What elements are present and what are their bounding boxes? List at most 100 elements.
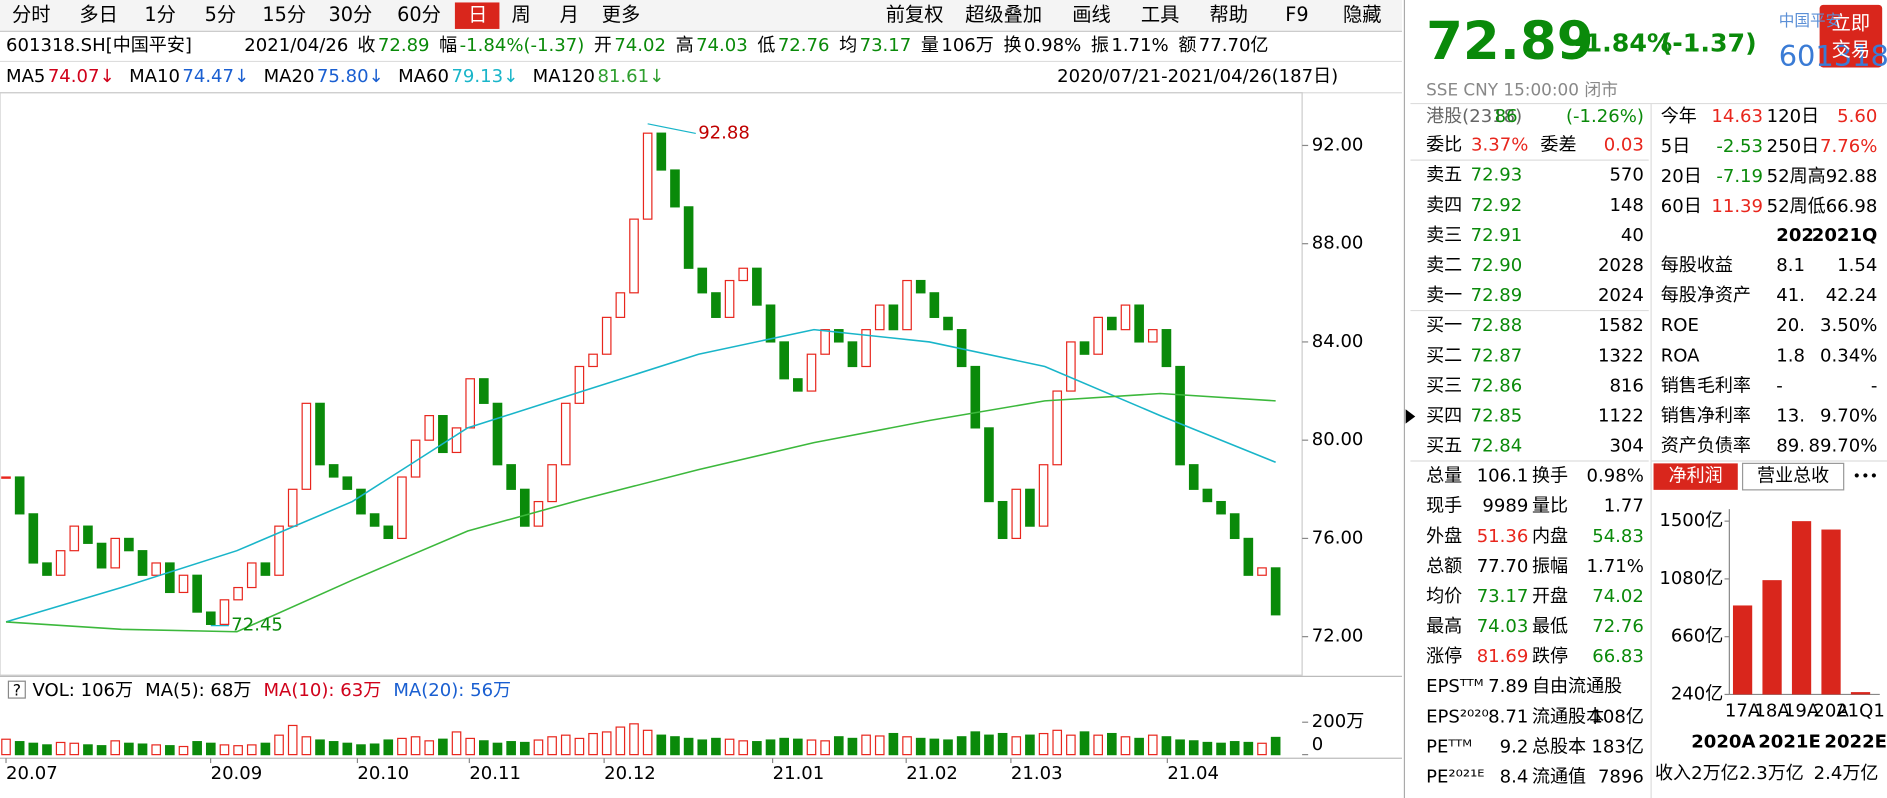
help-icon[interactable]: ? [13,680,21,699]
field-label: 流通股本 [1532,706,1604,727]
book-price: 72.89 [1471,285,1523,306]
more-button[interactable]: ••• [1853,469,1879,485]
volume-header: MA(20): 56万 [393,680,511,701]
period-tab[interactable]: 月 [560,3,579,26]
candle [752,267,762,306]
period-tab[interactable]: 周 [511,3,530,26]
tool-button[interactable]: 超级叠加 [965,3,1042,26]
candle [1270,567,1281,616]
candle [274,525,284,576]
help-box[interactable] [7,680,26,699]
field-value: 1.71% [1111,35,1168,56]
candle [861,329,871,368]
chart-tab[interactable]: 净利润 [1669,466,1723,487]
trade-button-text[interactable]: 立即 [1832,12,1871,35]
fin-value: 1.54 [1837,255,1877,276]
candle [69,525,80,552]
volume-bar [997,732,1008,756]
field-label: 低 [757,35,775,56]
candle [315,402,325,466]
date: 2021/04/26 [244,35,348,56]
candle [697,267,708,294]
book-price: 72.84 [1471,436,1523,457]
field-label: PEᵀᵀᴹ [1426,736,1472,757]
candle [260,562,271,576]
candle [479,378,489,404]
field-label: 流通值 [1532,766,1586,787]
volume-bar [779,737,789,756]
volume-bar [874,735,885,756]
trade-button-text[interactable]: 交易 [1832,38,1871,61]
price-frame [0,92,1303,676]
period-tab[interactable]: 日 [468,3,487,26]
tool-button[interactable]: F9 [1285,3,1308,26]
tool-button[interactable]: 前复权 [886,3,944,26]
candle [833,329,844,343]
volume-bar [683,737,694,756]
volume-bar [738,740,749,756]
fin-value: - [1776,375,1783,396]
period-tab[interactable]: 15分 [262,3,306,26]
period-tab[interactable]: 1分 [144,3,176,26]
period-tab[interactable]: 分时 [12,3,51,26]
candle [1120,304,1131,331]
field-label: 换 [1003,35,1021,56]
field-value: 74.02 [614,35,666,56]
tool-button[interactable]: 隐藏 [1343,3,1382,26]
volume-bar [806,739,817,756]
volume-bar [356,744,366,756]
book-side: 卖四 [1426,195,1462,216]
period-tab[interactable]: 更多 [602,3,641,26]
collapse-arrow[interactable] [1405,409,1416,424]
field-label: 换手 [1532,466,1568,487]
period-tab[interactable]: 30分 [329,3,373,26]
candle [1202,488,1213,503]
candle [246,562,257,589]
field-label: 现手 [1426,496,1462,517]
field-value: 74.02 [1592,586,1644,607]
tool-button[interactable]: 画线 [1072,3,1111,26]
field-value: 9989 [1482,496,1528,517]
candle [492,402,503,466]
tool-button[interactable]: 工具 [1141,3,1180,26]
ma-line [5,392,1276,633]
field-label: 均价 [1426,586,1462,607]
candle [943,316,953,331]
field-value: 77.70亿 [1199,35,1269,56]
volume-bar [915,737,926,756]
bar [1762,580,1782,695]
period-tab[interactable]: 多日 [79,3,117,26]
candle [233,586,243,601]
volume-bar [260,742,271,756]
volume-bar [410,736,421,756]
y-tick-label: 72.00 [1312,626,1364,647]
hk-label: 港股(2318) [1426,106,1522,127]
candle [1052,390,1063,466]
field-label: 自由流通股 [1532,676,1622,697]
candle [1161,329,1172,368]
period-tab[interactable]: 60分 [397,3,441,26]
candle [328,464,339,478]
volume-bar [519,741,530,756]
period-tab[interactable]: 5分 [205,3,237,26]
x-tick-label: 18A [1754,700,1790,721]
volume-bar [287,724,298,756]
volume-bar [1038,732,1049,756]
book-price: 72.90 [1471,255,1523,276]
forecast-year: 2020A [1691,732,1755,753]
field-label: 高 [676,35,694,56]
field-value: 7896 [1598,766,1644,787]
candle [1229,513,1240,540]
trade-button[interactable] [1819,4,1883,68]
candle [929,292,940,318]
chart-tab[interactable]: 营业总收 [1757,466,1829,487]
candle [124,537,134,552]
fin-header: 2021Q [1812,225,1878,246]
tool-button[interactable]: 帮助 [1209,3,1248,26]
volume-bar [219,744,230,756]
volume-bar [642,729,653,756]
y-tick-label: 200万 [1312,711,1365,732]
active-tab [1653,463,1738,490]
volume-bar [902,736,912,756]
candle [1066,341,1076,392]
